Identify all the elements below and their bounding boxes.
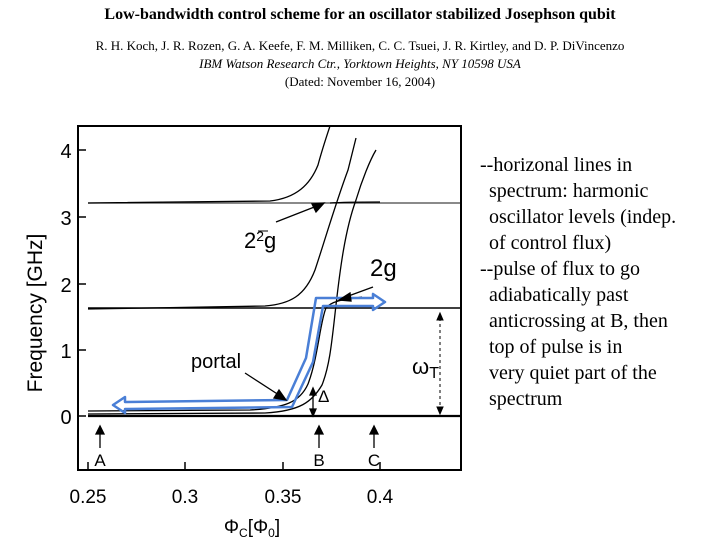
note-line: top of pulse is in (489, 336, 623, 358)
y-tick-1: 1 (60, 341, 71, 363)
y-tick-2: 2 (60, 275, 71, 297)
note-line: oscillator levels (indep. (489, 206, 677, 228)
plot-frame (77, 125, 462, 471)
label-point-b: B (313, 451, 324, 470)
label-omega-t: ωT (412, 354, 439, 382)
x-tick-025: 0.25 (70, 487, 107, 508)
spectrum-figure: 0 1 2 3 4 0.25 0.3 0.35 0.4 Frequency [G… (0, 96, 480, 540)
curve-upper-branch-1 (87, 137, 357, 310)
note-line: anticrossing at B, then (489, 310, 668, 332)
label-point-a: A (94, 451, 106, 470)
curve-crossing-branch (87, 149, 377, 415)
x-tick-035: 0.35 (265, 487, 302, 508)
curve-anticross-2 (329, 201, 381, 204)
y-axis-label: Frequency [GHz] (24, 234, 47, 393)
label-2g: 2g (370, 255, 397, 282)
note-line: --pulse of flux to go (480, 258, 640, 280)
note-line: spectrum: harmonic (489, 180, 649, 202)
x-axis-label: ΦC[Φ0] (224, 517, 280, 540)
y-tick-3: 3 (60, 208, 71, 230)
omega-span (436, 311, 444, 416)
label-2root2g: 22g (244, 228, 276, 253)
x-tick-marks (87, 462, 381, 470)
note-line: spectrum (489, 388, 563, 410)
flux-pulse (111, 292, 387, 415)
flux-pulse-arrow (111, 292, 387, 415)
curve-upper-branch-2 (87, 125, 331, 204)
y-tick-0: 0 (60, 407, 71, 429)
arrow-portal (244, 372, 283, 398)
note-line: adiabatically past (489, 284, 629, 306)
note-line: --horizonal lines in (480, 154, 633, 176)
label-delta: Δ (318, 387, 329, 406)
x-tick-04: 0.4 (367, 487, 394, 508)
label-portal: portal (191, 351, 241, 373)
paper-date: (Dated: November 16, 2004) (284, 74, 436, 89)
paper-affiliation: IBM Watson Research Ctr., Yorktown Heigh… (199, 56, 521, 71)
label-point-c: C (368, 451, 380, 470)
y-tick-marks (78, 149, 86, 417)
notes-text: --horizonal lines in spectrum: harmonic … (480, 152, 720, 412)
note-line: very quiet part of the (489, 362, 657, 384)
paper-authors: R. H. Koch, J. R. Rozen, G. A. Keefe, F.… (95, 38, 625, 53)
paper-title: Low-bandwidth control scheme for an osci… (104, 6, 616, 23)
annotation-arrows (94, 202, 380, 448)
x-tick-03: 0.3 (172, 487, 198, 508)
y-tick-4: 4 (60, 141, 71, 163)
note-line: of control flux) (489, 232, 612, 254)
